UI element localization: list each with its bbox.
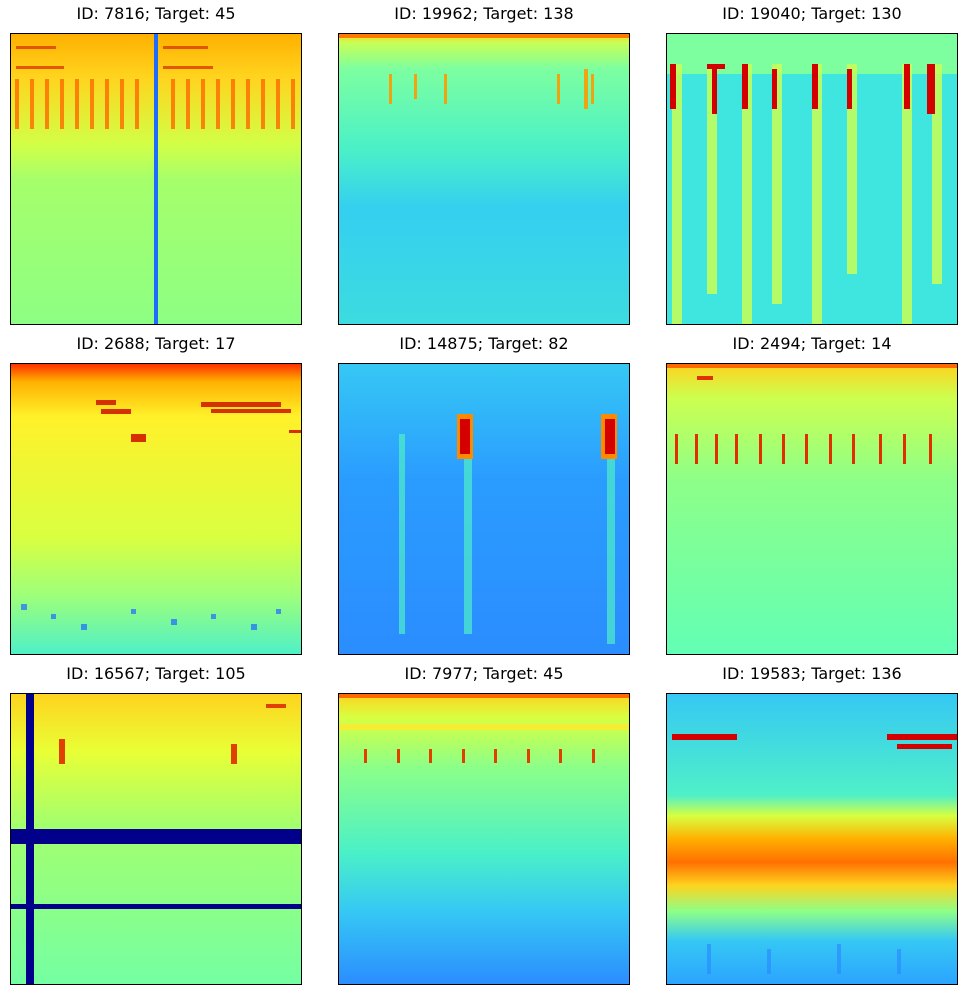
panel-title: ID: 2494; Target: 14 (732, 334, 892, 353)
spectrogram-image (338, 363, 630, 655)
panel-title: ID: 19040; Target: 130 (722, 4, 902, 23)
spectrogram-image (666, 693, 958, 985)
spectrogram-image (338, 33, 630, 325)
spectrogram-image (10, 33, 302, 325)
panel-title: ID: 7977; Target: 45 (404, 664, 564, 683)
panel-title: ID: 7816; Target: 45 (76, 4, 236, 23)
spectrogram-image (666, 33, 958, 325)
panel-title: ID: 14875; Target: 82 (399, 334, 569, 353)
spectrogram-image (666, 363, 958, 655)
spectrogram-image (10, 693, 302, 985)
panel-title: ID: 2688; Target: 17 (76, 334, 236, 353)
panel-title: ID: 19962; Target: 138 (394, 4, 574, 23)
spectrogram-image (10, 363, 302, 655)
spectrogram-image (338, 693, 630, 985)
panel-title: ID: 16567; Target: 105 (66, 664, 246, 683)
panel-title: ID: 19583; Target: 136 (722, 664, 902, 683)
